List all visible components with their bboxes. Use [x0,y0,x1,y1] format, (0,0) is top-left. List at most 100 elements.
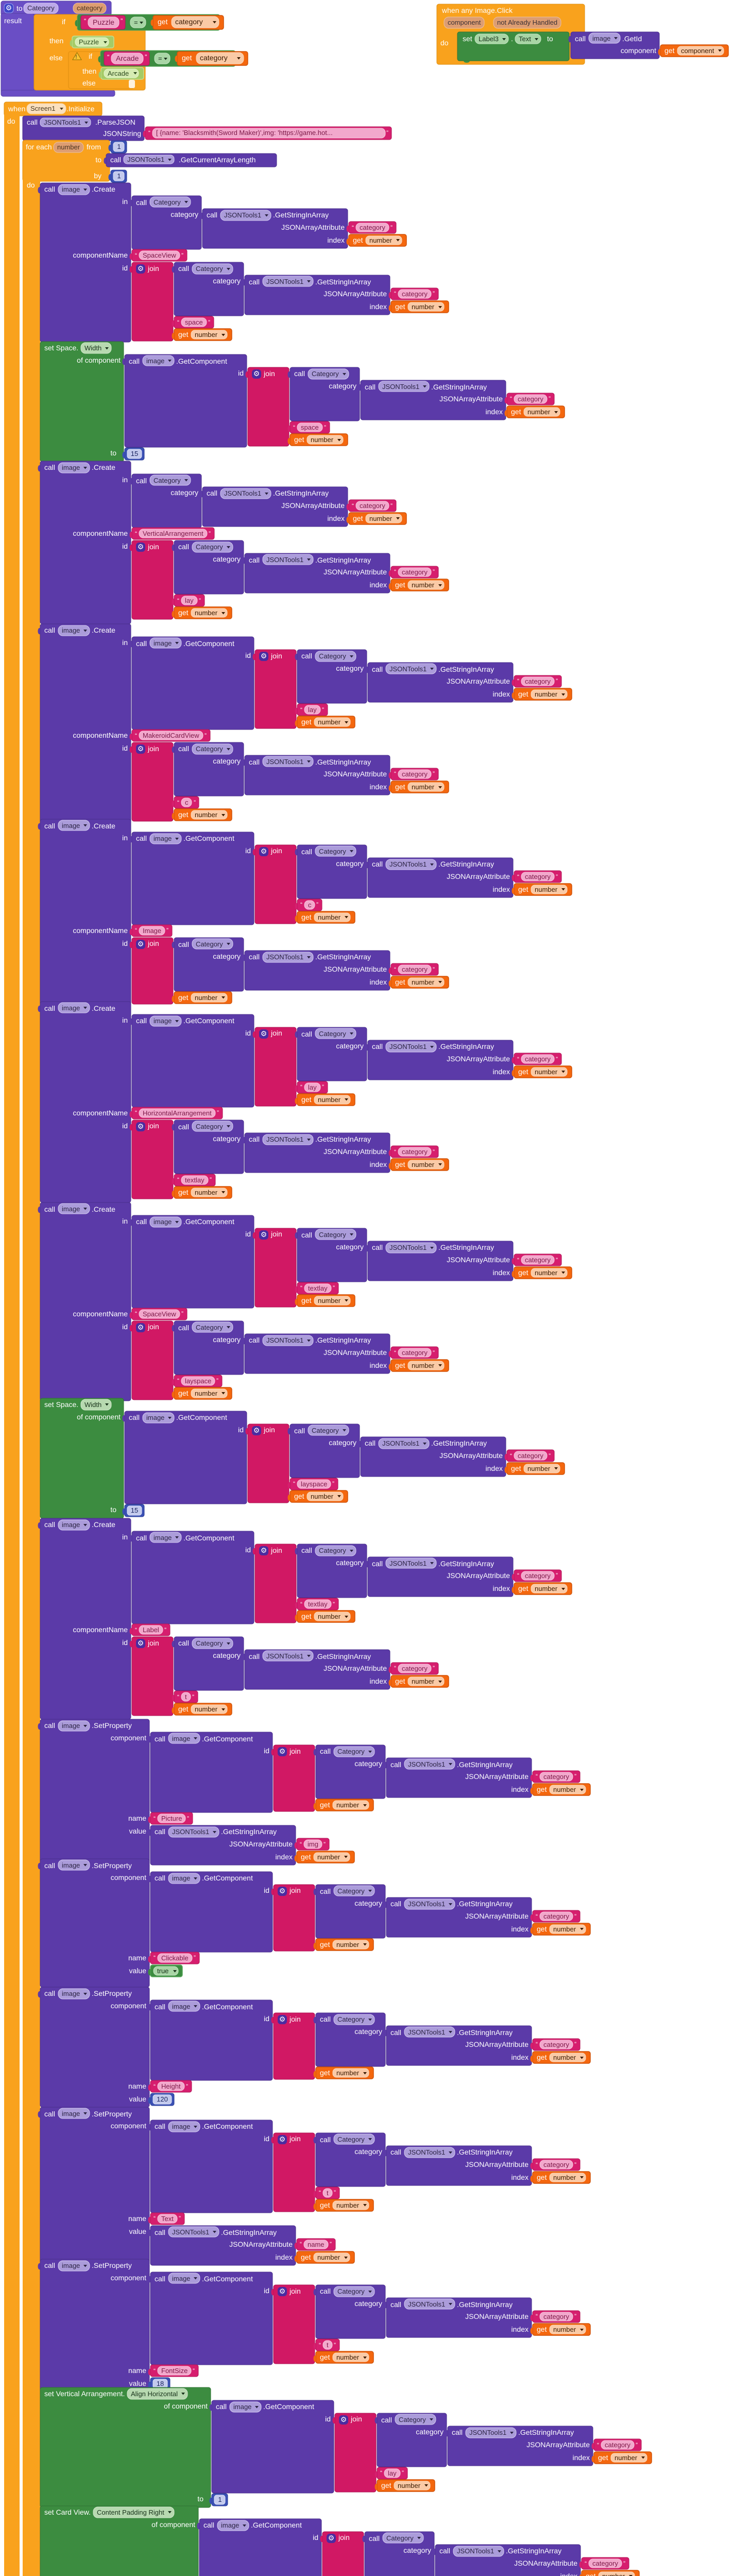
svg-text:get: get [664,46,675,55]
svg-text:.Create: .Create [92,1205,115,1213]
svg-text:⚙: ⚙ [138,264,144,273]
svg-text:get: get [395,302,405,311]
svg-text:“: “ [135,252,137,259]
svg-text:get: get [178,1389,189,1397]
svg-text:Clickable: Clickable [161,1954,189,1962]
svg-text:1: 1 [117,143,121,150]
svg-text:”: ” [433,290,435,297]
svg-text:image: image [172,2123,190,2130]
svg-text:Category: Category [196,265,223,273]
svg-text:by: by [94,172,101,180]
svg-text:JSONArrayAttribute: JSONArrayAttribute [465,2040,529,2048]
svg-text:.GetComponent: .GetComponent [183,1217,234,1226]
svg-text:”: ” [186,2083,188,2090]
svg-text:.GetStringInArray: .GetStringInArray [315,278,371,286]
svg-text:”: ” [433,1148,435,1156]
svg-text:number: number [553,1786,576,1793]
svg-text:120: 120 [157,2095,168,2103]
svg-text:component: component [111,2274,146,2282]
svg-text:number: number [535,1585,558,1592]
svg-text:componentName: componentName [73,1310,128,1318]
svg-text:image: image [146,1414,164,1421]
svg-text:image: image [154,1534,172,1541]
svg-text:”: ” [574,2041,576,2048]
svg-text:join: join [270,1546,282,1554]
svg-text:number: number [369,236,393,244]
svg-text:”: ” [390,224,393,231]
svg-text:index: index [512,1785,529,1793]
svg-text:of component: of component [164,2402,208,2410]
svg-text:⚙: ⚙ [253,369,260,378]
svg-text:category: category [402,1349,428,1357]
svg-text:call: call [301,652,312,660]
svg-text:number: number [535,1068,558,1076]
svg-text:category: category [543,2041,569,2048]
svg-text:.SetProperty: .SetProperty [92,2261,132,2269]
svg-text:get: get [518,1268,529,1277]
svg-text:JSONTools1: JSONTools1 [408,2148,445,2156]
svg-text:join: join [147,1122,159,1130]
svg-text:JSONArrayAttribute: JSONArrayAttribute [465,1772,529,1781]
svg-text:category: category [336,664,364,672]
svg-text:call: call [44,822,55,830]
svg-text:⚙: ⚙ [138,1639,144,1647]
svg-text:number: number [336,1801,360,1809]
svg-text:in: in [122,1217,128,1225]
svg-text:category: category [525,1572,551,1580]
svg-text:category: category [175,18,203,26]
svg-text:get: get [537,1925,547,1933]
svg-text:“: “ [300,2241,302,2248]
svg-text:.GetStringInArray: .GetStringInArray [315,1652,371,1660]
svg-text:call: call [44,1861,55,1870]
svg-text:call: call [136,1534,147,1542]
svg-text:get: get [320,2353,330,2361]
svg-text:get: get [395,783,405,791]
svg-text:“: “ [352,224,354,231]
svg-text:Category: Category [337,2287,365,2295]
svg-text:⚙: ⚙ [261,847,267,855]
svg-text:“: “ [394,1349,396,1357]
svg-text:category: category [329,1438,356,1447]
svg-text:JSONTools1: JSONTools1 [172,2228,209,2236]
svg-text:category: category [525,1256,551,1264]
svg-text:“: “ [300,1841,302,1848]
svg-text:HorizontalArrangement: HorizontalArrangement [143,1109,212,1117]
svg-text:call: call [575,35,586,43]
svg-text:call: call [320,2015,331,2023]
svg-text:“: “ [394,568,396,575]
svg-text:.GetComponent: .GetComponent [183,1534,234,1542]
svg-text:index: index [493,1067,510,1076]
svg-text:number: number [369,515,393,522]
svg-text:”: ” [192,1693,194,1701]
svg-text:index: index [493,1268,510,1277]
svg-text:.GetCurrentArrayLength: .GetCurrentArrayLength [179,156,255,164]
svg-text:id: id [245,651,251,659]
svg-text:category: category [592,2560,618,2567]
svg-text:”: ” [121,17,123,25]
svg-text:⚙: ⚙ [279,2135,286,2143]
svg-text:in: in [122,1016,128,1024]
svg-text:call: call [207,489,217,497]
svg-text:”: ” [332,1480,334,1487]
svg-text:join: join [263,1426,275,1434]
svg-text:“: “ [154,1954,156,1961]
svg-text:index: index [486,1464,503,1472]
svg-text:call: call [44,2261,55,2269]
svg-text:”: ” [204,732,207,739]
svg-text:component: component [111,1873,146,1882]
svg-text:call: call [155,2275,165,2283]
svg-text:join: join [289,1886,301,1894]
svg-text:id: id [245,1029,251,1037]
svg-text:⚙: ⚙ [279,2015,286,2023]
svg-text:⚙: ⚙ [253,1426,260,1434]
svg-text:category: category [402,290,428,298]
svg-text:.GetComponent: .GetComponent [176,1413,227,1421]
svg-text:“: “ [177,1377,179,1384]
svg-text:.GetStringInArray: .GetStringInArray [315,953,371,961]
svg-text:JSONArrayAttribute: JSONArrayAttribute [323,1147,387,1156]
svg-text:number: number [311,1493,334,1500]
svg-text:⚙: ⚙ [138,543,144,551]
svg-text:category: category [402,770,428,778]
svg-text:.ParseJSON: .ParseJSON [95,118,135,126]
svg-text:.Create: .Create [92,1004,115,1012]
